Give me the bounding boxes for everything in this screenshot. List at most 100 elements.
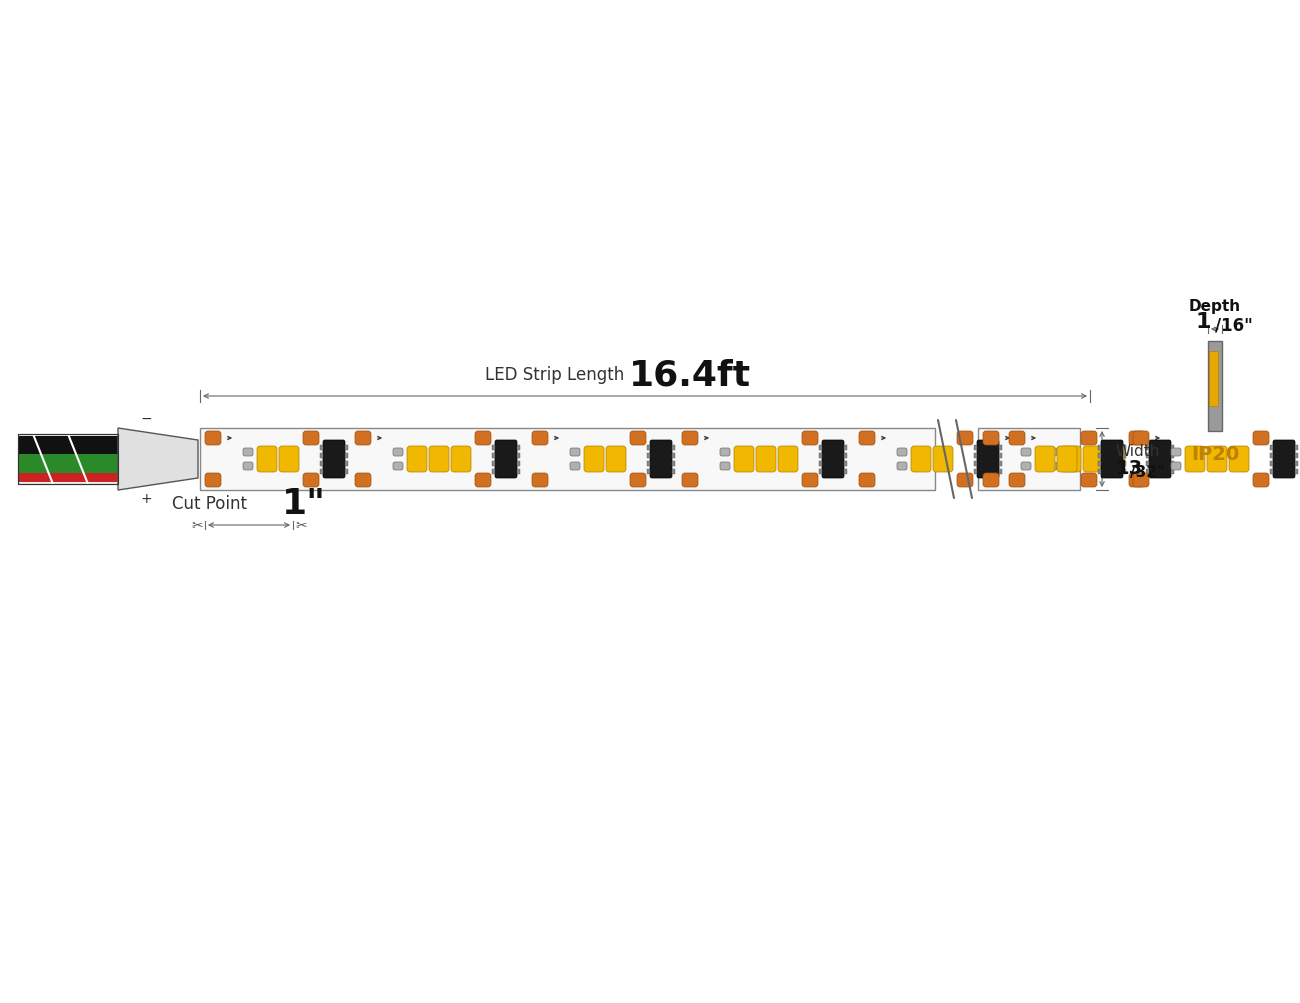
Bar (647, 469, 650, 474)
Text: Cut Point: Cut Point (172, 494, 257, 513)
Text: −: − (140, 411, 152, 425)
FancyBboxPatch shape (584, 446, 605, 472)
FancyBboxPatch shape (355, 473, 370, 487)
Text: +: + (140, 491, 152, 506)
Bar (18, 434, 118, 484)
Text: ✂: ✂ (191, 519, 203, 533)
Bar (844, 445, 848, 450)
FancyBboxPatch shape (393, 462, 403, 470)
FancyBboxPatch shape (859, 473, 875, 487)
Bar (18, 436, 118, 445)
Text: /16": /16" (1216, 316, 1253, 334)
FancyBboxPatch shape (1046, 462, 1057, 470)
FancyBboxPatch shape (1020, 462, 1031, 470)
Bar (491, 453, 495, 458)
Bar (1123, 445, 1126, 450)
Bar (1098, 453, 1101, 458)
FancyBboxPatch shape (682, 473, 698, 487)
Bar (320, 445, 322, 450)
FancyBboxPatch shape (474, 431, 491, 445)
FancyBboxPatch shape (1105, 446, 1124, 472)
FancyBboxPatch shape (1128, 431, 1145, 445)
Bar (517, 469, 520, 474)
FancyBboxPatch shape (1206, 446, 1227, 472)
FancyBboxPatch shape (1171, 462, 1180, 470)
Bar (344, 469, 348, 474)
FancyBboxPatch shape (682, 431, 698, 445)
FancyBboxPatch shape (322, 440, 344, 478)
FancyBboxPatch shape (1009, 473, 1024, 487)
Bar (1123, 453, 1126, 458)
Bar (819, 469, 822, 474)
Bar (517, 453, 520, 458)
FancyBboxPatch shape (532, 473, 549, 487)
FancyBboxPatch shape (407, 446, 426, 472)
Bar (1098, 469, 1101, 474)
FancyBboxPatch shape (757, 446, 776, 472)
FancyBboxPatch shape (1046, 448, 1057, 456)
FancyBboxPatch shape (630, 431, 646, 445)
Bar (844, 461, 848, 466)
FancyBboxPatch shape (495, 440, 517, 478)
Bar (1098, 445, 1101, 450)
FancyBboxPatch shape (243, 448, 254, 456)
Bar (18, 473, 118, 482)
FancyBboxPatch shape (257, 446, 277, 472)
FancyBboxPatch shape (802, 431, 818, 445)
Bar (974, 445, 978, 450)
Bar (998, 469, 1002, 474)
Bar (344, 445, 348, 450)
FancyBboxPatch shape (303, 431, 318, 445)
FancyBboxPatch shape (1020, 448, 1031, 456)
FancyBboxPatch shape (1149, 440, 1171, 478)
Bar (320, 453, 322, 458)
FancyBboxPatch shape (720, 462, 731, 470)
Bar (1208, 342, 1222, 431)
FancyBboxPatch shape (1228, 446, 1249, 472)
FancyBboxPatch shape (1009, 431, 1024, 445)
FancyBboxPatch shape (1253, 473, 1269, 487)
Bar (1123, 461, 1126, 466)
Text: Width: Width (1115, 444, 1161, 459)
FancyBboxPatch shape (983, 431, 998, 445)
FancyBboxPatch shape (859, 431, 875, 445)
FancyBboxPatch shape (720, 448, 731, 456)
Bar (1171, 445, 1174, 450)
FancyBboxPatch shape (243, 462, 254, 470)
Bar (998, 445, 1002, 450)
Bar (491, 445, 495, 450)
Bar (1147, 453, 1149, 458)
Bar (491, 469, 495, 474)
Bar (1123, 469, 1126, 474)
Bar (517, 461, 520, 466)
FancyBboxPatch shape (532, 431, 549, 445)
FancyBboxPatch shape (802, 473, 818, 487)
Bar (1270, 445, 1273, 450)
Bar (18, 464, 118, 473)
Bar (320, 461, 322, 466)
Text: 1": 1" (282, 486, 326, 521)
FancyBboxPatch shape (1134, 473, 1149, 487)
Bar (1295, 461, 1297, 466)
Bar (998, 461, 1002, 466)
Text: 16.4ft: 16.4ft (629, 358, 751, 391)
FancyBboxPatch shape (303, 473, 318, 487)
Bar (819, 453, 822, 458)
Bar (1270, 453, 1273, 458)
Bar (974, 453, 978, 458)
Bar (647, 445, 650, 450)
Polygon shape (118, 428, 198, 490)
FancyBboxPatch shape (822, 440, 844, 478)
Bar (844, 453, 848, 458)
Bar (844, 469, 848, 474)
FancyBboxPatch shape (777, 446, 798, 472)
Bar (1295, 453, 1297, 458)
FancyBboxPatch shape (983, 473, 998, 487)
Text: 1: 1 (1196, 312, 1212, 332)
FancyBboxPatch shape (1035, 446, 1056, 472)
FancyBboxPatch shape (734, 446, 754, 472)
Bar (1171, 461, 1174, 466)
FancyBboxPatch shape (429, 446, 448, 472)
Bar (1270, 469, 1273, 474)
Bar (1295, 445, 1297, 450)
